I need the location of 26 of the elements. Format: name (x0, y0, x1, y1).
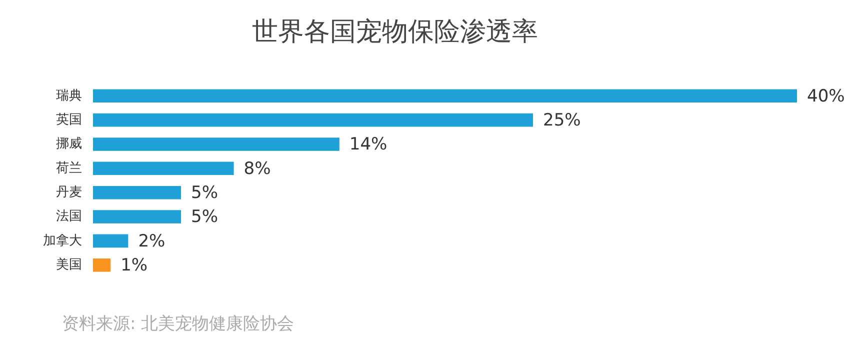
bar (93, 210, 181, 224)
bar (93, 234, 128, 248)
y-tick-label: 瑞典 (56, 88, 82, 104)
data-label: 1% (120, 256, 148, 276)
y-tick-label: 挪威 (56, 136, 82, 152)
bar (93, 258, 111, 272)
y-tick-label: 法国 (56, 209, 82, 224)
chart-title: 世界各国宠物保险渗透率 (251, 16, 539, 49)
data-label: 25% (543, 110, 581, 130)
data-label: 40% (807, 86, 845, 106)
y-tick-label: 荷兰 (56, 160, 82, 176)
y-tick-label: 英国 (56, 112, 82, 128)
data-label: 5% (191, 183, 218, 204)
bar (93, 113, 533, 127)
data-label: 5% (191, 207, 218, 228)
bar (93, 162, 234, 176)
text: 资料来源: 北美宠物健康险协会 (62, 313, 294, 335)
bar (93, 89, 797, 103)
data-label: 8% (244, 158, 271, 179)
y-tick-label: 美国 (56, 256, 82, 272)
bar (93, 138, 340, 151)
bar (93, 186, 181, 200)
y-tick-label: 丹麦 (56, 184, 82, 200)
data-label: 14% (349, 134, 388, 155)
data-label: 2% (138, 231, 166, 252)
y-tick-label: 加拿大 (43, 233, 82, 248)
